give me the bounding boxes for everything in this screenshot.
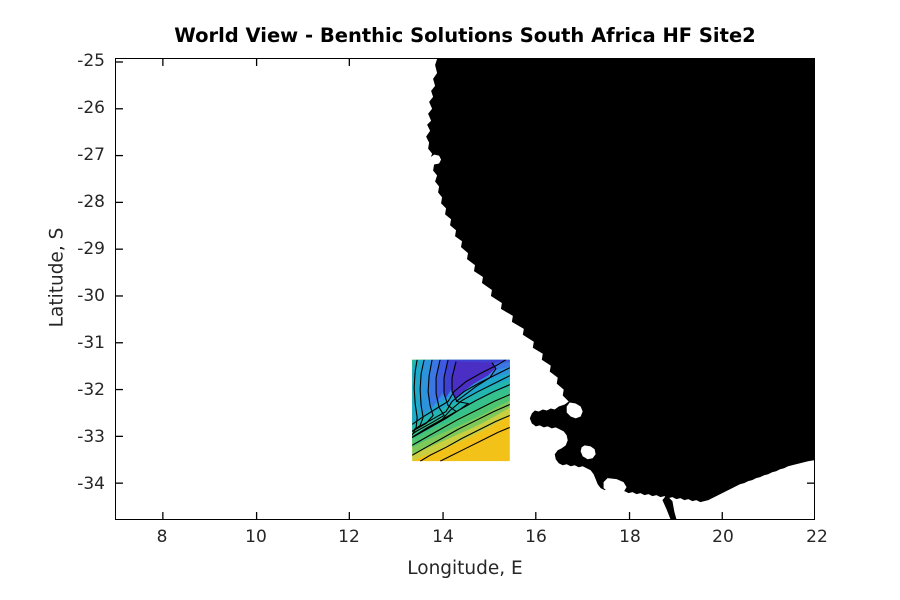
contour-lines bbox=[412, 359, 510, 462]
ytick-label: -29 bbox=[77, 239, 105, 259]
xtick-label: 14 bbox=[432, 527, 454, 547]
xtick-label: 12 bbox=[338, 527, 360, 547]
page-title: World View - Benthic Solutions South Afr… bbox=[174, 24, 756, 47]
xtick-label: 10 bbox=[245, 527, 267, 547]
ytick-label: -32 bbox=[77, 380, 105, 400]
walvis-notch-cutout bbox=[430, 154, 442, 165]
x-axis-label: Longitude, E bbox=[407, 558, 523, 579]
cape-agulhas-tip bbox=[662, 495, 677, 519]
ytick-label: -28 bbox=[77, 192, 105, 212]
ytick-label: -31 bbox=[77, 333, 105, 353]
xtick-label: 8 bbox=[156, 527, 168, 547]
axis-ticks-group bbox=[116, 59, 814, 519]
xtick-label: 16 bbox=[525, 527, 547, 547]
landmass-shape bbox=[426, 59, 814, 503]
y-axis-label: Latitude, S bbox=[46, 227, 68, 328]
coastal-inlet-cutout bbox=[580, 445, 596, 460]
coastal-bay-cutout bbox=[566, 402, 583, 419]
xtick-label: 22 bbox=[806, 527, 828, 547]
ytick-label: -34 bbox=[77, 474, 105, 494]
map-svg bbox=[116, 59, 814, 519]
contour-inset[interactable] bbox=[412, 359, 510, 462]
xtick-label: 20 bbox=[712, 527, 734, 547]
map-axes[interactable] bbox=[115, 58, 815, 520]
ytick-label: -33 bbox=[77, 427, 105, 447]
xtick-label: 18 bbox=[619, 527, 641, 547]
ytick-label: -26 bbox=[77, 98, 105, 118]
ytick-label: -27 bbox=[77, 145, 105, 165]
ytick-label: -25 bbox=[77, 51, 105, 71]
ytick-label: -30 bbox=[77, 286, 105, 306]
false-bay-cutout bbox=[603, 478, 627, 495]
